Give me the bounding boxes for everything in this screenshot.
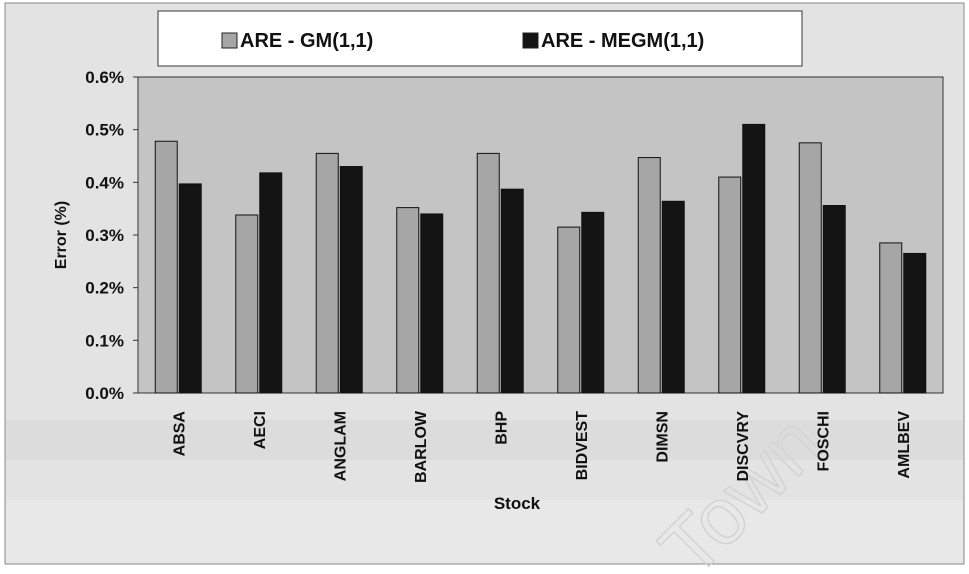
bar-megm-aeci (259, 172, 283, 394)
x-tick-label: BARLOW (413, 410, 430, 483)
bar-gm-amlbev (879, 242, 903, 394)
frame-band (6, 420, 963, 460)
y-axis: 0.0% 0.1% 0.2% 0.3% 0.4% 0.5% 0.6% (85, 68, 138, 403)
legend-label-series-1: ARE - MEGM(1,1) (541, 30, 704, 52)
y-tick-label: 0.6% (85, 68, 124, 87)
bar-gm-foschi (798, 142, 822, 394)
bar-megm-barlow (420, 213, 444, 394)
bar-gm-anglam (315, 152, 339, 394)
y-tick-label: 0.3% (85, 226, 124, 245)
x-tick-label: FOSCHI (815, 411, 832, 471)
bar-megm-anglam (339, 166, 363, 394)
legend-swatch-series-1 (522, 32, 539, 49)
legend: ARE - GM(1,1) ARE - MEGM(1,1) (157, 10, 803, 67)
y-tick-label: 0.1% (85, 331, 124, 350)
y-tick-label: 0.4% (85, 173, 124, 192)
x-tick-label: AECI (252, 411, 269, 449)
x-axis: ABSA AECI ANGLAM BARLOW BHP BIDVEST DIMSN DISCV… (171, 410, 913, 483)
bar-megm-discvry (742, 123, 766, 394)
x-tick-label: BHP (493, 411, 510, 445)
x-tick-label: DISCVRY (735, 411, 752, 482)
bar-gm-bhp (476, 152, 500, 394)
x-tick-label: ANGLAM (332, 411, 349, 481)
bar-gm-discvry (718, 176, 742, 394)
legend-label-series-0: ARE - GM(1,1) (240, 30, 373, 52)
bar-megm-foschi (822, 205, 846, 394)
x-tick-label: DIMSN (654, 411, 671, 463)
bar-megm-amlbev (903, 252, 927, 394)
plot-area (137, 76, 944, 394)
bar-gm-aeci (235, 214, 259, 394)
bar-megm-bhp (500, 188, 524, 394)
bar-gm-bidvest (557, 226, 581, 394)
bar-megm-bidvest (581, 211, 605, 394)
legend-box (157, 10, 803, 67)
y-axis-title: Error (%) (53, 201, 70, 269)
bar-gm-barlow (396, 207, 420, 394)
x-tick-label: ABSA (171, 411, 188, 457)
bar-megm-absa (178, 183, 202, 394)
x-tick-label: BIDVEST (574, 411, 591, 481)
y-tick-label: 0.2% (85, 279, 124, 298)
legend-swatch-series-0 (221, 32, 238, 49)
bar-gm-absa (154, 140, 178, 394)
x-tick-label: AMLBEV (896, 411, 913, 479)
y-tick-label: 0.0% (85, 384, 124, 403)
bar-gm-dimsn (637, 157, 661, 394)
x-axis-title: Stock (494, 494, 541, 513)
bars (154, 123, 927, 394)
bar-megm-dimsn (661, 200, 685, 394)
frame-band (6, 500, 963, 563)
y-tick-label: 0.5% (85, 121, 124, 140)
